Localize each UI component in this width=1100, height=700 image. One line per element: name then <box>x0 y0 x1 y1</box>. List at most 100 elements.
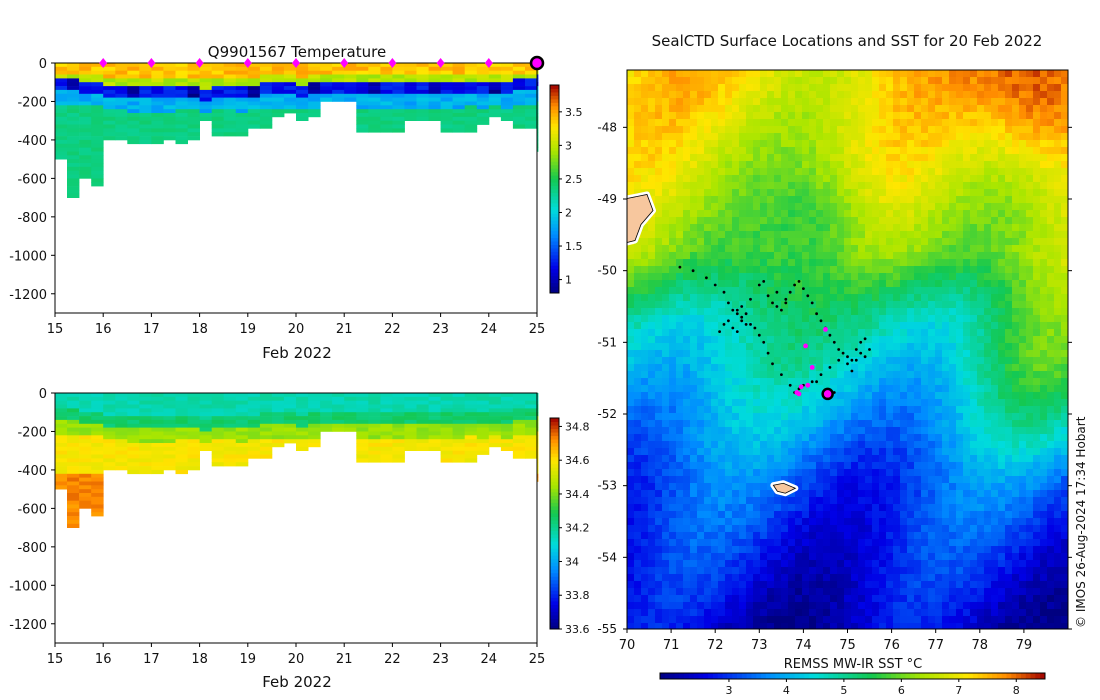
t-cell <box>163 78 176 83</box>
salinity-colorbar-tick-label: 33.6 <box>565 623 590 636</box>
sst-cell <box>977 210 985 218</box>
sst-cell <box>655 259 663 267</box>
sst-cell <box>760 105 768 113</box>
s-cell <box>452 427 466 432</box>
sst-cell <box>627 301 635 309</box>
sst-cell <box>690 154 698 162</box>
sst-cell <box>683 266 691 274</box>
sst-cell <box>662 70 670 78</box>
sst-cell <box>816 231 824 239</box>
sst-cell <box>963 238 971 246</box>
t-cell <box>283 101 297 106</box>
t-cell <box>464 109 478 114</box>
t-cell <box>223 70 237 75</box>
salinity-colorbar-segment <box>550 621 559 626</box>
sst-cell <box>956 168 964 176</box>
salinity-colorbar-segment <box>550 453 559 458</box>
sst-cell <box>746 273 754 281</box>
t-cell <box>368 113 381 118</box>
s-cell <box>452 443 466 448</box>
s-cell <box>91 485 104 490</box>
sst-cell <box>1054 329 1062 337</box>
sst-cell <box>767 112 775 120</box>
sst-cell <box>662 133 670 141</box>
sst-cell <box>711 420 719 428</box>
sst-cell <box>921 266 929 274</box>
sst-cell <box>991 189 999 197</box>
sst-cell <box>872 231 880 239</box>
sst-cell <box>718 385 726 393</box>
t-cell <box>151 89 164 95</box>
sst-cell <box>662 161 670 169</box>
salinity-colorbar-tick-label: 33.8 <box>565 589 590 602</box>
sst-cell <box>795 336 803 344</box>
sst-cell <box>886 133 894 141</box>
sst-cell <box>1047 189 1055 197</box>
s-cell <box>115 466 128 471</box>
sst-cell <box>1026 378 1034 386</box>
sst-cell <box>802 126 810 134</box>
sst-cell <box>1033 70 1041 78</box>
sst-cell <box>991 119 999 127</box>
sst-cell <box>928 392 936 400</box>
sst-cell <box>683 280 691 288</box>
sst-cell <box>760 119 768 127</box>
sst-cell <box>1005 189 1013 197</box>
sst-cell <box>970 336 978 344</box>
t-cell <box>500 78 514 83</box>
sst-cell <box>823 112 831 120</box>
sst-cell <box>942 161 950 169</box>
sst-cell <box>935 70 943 78</box>
sst-cell <box>732 245 740 253</box>
s-cell <box>67 469 80 475</box>
s-cell <box>67 516 80 521</box>
t-cell <box>163 128 176 133</box>
s-cell <box>283 431 297 436</box>
sst-cell <box>879 70 887 78</box>
s-cell <box>235 431 249 436</box>
sst-cell <box>697 238 705 246</box>
t-cell <box>67 136 80 141</box>
sst-cell <box>865 336 873 344</box>
sst-cell <box>928 91 936 99</box>
s-xtick-label: 20 <box>288 652 305 667</box>
s-cell <box>500 396 514 401</box>
sst-cell <box>935 175 943 183</box>
sst-cell <box>935 126 943 134</box>
sst-cell <box>648 238 656 246</box>
sst-cell <box>872 112 880 120</box>
sst-cell <box>697 105 705 113</box>
sst-cell <box>1005 336 1013 344</box>
t-cell <box>115 105 128 110</box>
sst-cell <box>984 287 992 295</box>
sst-cell <box>1026 371 1034 379</box>
sst-cell <box>956 98 964 106</box>
t-cell <box>296 89 309 95</box>
t-cell <box>440 74 453 79</box>
t-cell <box>235 101 249 106</box>
sst-cell <box>781 77 789 85</box>
sst-cell <box>788 175 796 183</box>
sst-cell <box>816 350 824 358</box>
sst-cell <box>879 126 887 134</box>
t-cell <box>440 116 453 121</box>
s-cell <box>67 500 80 505</box>
sst-cell <box>837 147 845 155</box>
sst-cell <box>788 371 796 379</box>
sst-cell <box>676 350 684 358</box>
sst-cell <box>753 217 761 225</box>
sst-cell <box>627 371 635 379</box>
sst-cell <box>858 315 866 323</box>
sst-cell <box>718 231 726 239</box>
sst-cell <box>998 273 1006 281</box>
sst-cell <box>865 175 873 183</box>
sst-cell <box>816 203 824 211</box>
sst-cell <box>788 336 796 344</box>
s-cell <box>525 454 538 459</box>
sst-cell <box>711 357 719 365</box>
sst-cell <box>669 154 677 162</box>
sst-cell <box>718 315 726 323</box>
sst-cell <box>1040 70 1048 78</box>
sst-cell <box>1026 147 1034 155</box>
sst-cell <box>1033 91 1041 99</box>
